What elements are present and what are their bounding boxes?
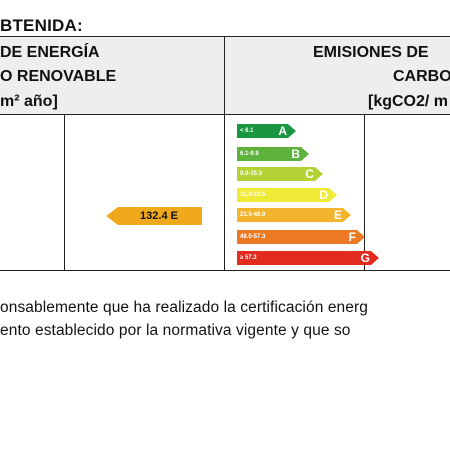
certification-text-line1: onsablemente que ha realizado la certifi… [0, 299, 368, 316]
rating-range: 15.3-23.5 [240, 192, 266, 198]
rating-bar-c: 9.9-15.3 C [237, 167, 323, 181]
rating-letter: F [348, 230, 356, 244]
rating-bar-a: < 6.1 A [237, 124, 296, 138]
rating-range: 48.0-57.3 [240, 234, 266, 240]
rating-range: 9.9-15.3 [240, 171, 263, 177]
header-right-line1: EMISIONES DE [313, 44, 429, 61]
header-left-unit: m² año] [0, 93, 58, 110]
rating-letter: E [333, 208, 342, 222]
rating-range: 6.1-9.9 [240, 151, 259, 157]
rating-range: < 6.1 [240, 128, 254, 134]
column-divider [224, 37, 225, 270]
certification-text-line2: ento establecido por la normativa vigent… [0, 322, 351, 339]
rating-range: 23.5-48.0 [240, 212, 266, 218]
rating-bar-f: 48.0-57.3 F [237, 230, 365, 244]
rating-bar-e: 23.5-48.0 E [237, 208, 351, 222]
rating-bar-g: ≥ 57.3 G [237, 251, 379, 265]
consumption-rating-value: 132.4 E [140, 210, 178, 222]
rating-range: ≥ 57.3 [240, 255, 257, 261]
rating-letter: A [278, 124, 287, 138]
column-divider [64, 114, 65, 270]
column-divider [364, 114, 365, 270]
rating-letter: B [291, 147, 300, 161]
header-bottom-border [0, 114, 450, 115]
table-bottom-border [0, 270, 450, 271]
section-title: BTENIDA: [0, 16, 83, 35]
header-right-line2: CARBO [393, 68, 450, 85]
header-right-unit: [kgCO2/ m [368, 93, 449, 110]
title-divider [0, 36, 450, 37]
rating-letter: C [305, 167, 314, 181]
table-header [0, 37, 450, 114]
header-left-line1: DE ENERGÍA [0, 44, 100, 61]
consumption-rating-indicator: 132.4 E [106, 207, 202, 225]
rating-letter: D [319, 188, 328, 202]
rating-bar-d: 15.3-23.5 D [237, 188, 337, 202]
rating-letter: G [360, 251, 370, 265]
rating-bar-b: 6.1-9.9 B [237, 147, 309, 161]
header-left-line2: O RENOVABLE [0, 68, 117, 85]
